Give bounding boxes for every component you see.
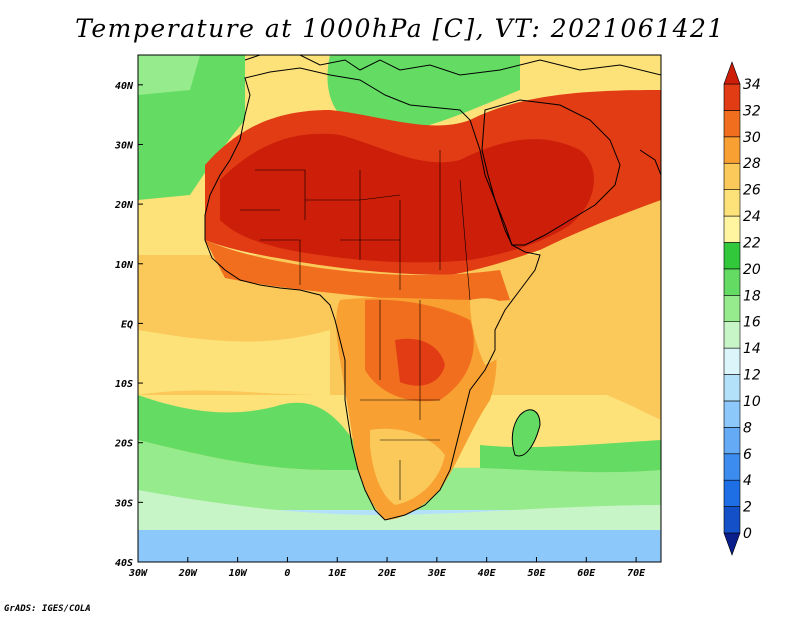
mediterranean-green — [327, 55, 520, 135]
colorbar-level-label: 22 — [743, 235, 761, 251]
lon-tick-label: 10E — [328, 568, 347, 579]
colorbar-swatch — [723, 321, 741, 349]
lon-tick-label: 20W — [178, 568, 198, 579]
lon-tick-label: 70E — [627, 568, 646, 579]
colorbar-level-label: 0 — [743, 526, 752, 542]
indian-ocean-warm-region — [540, 185, 661, 420]
madagascar-green — [512, 409, 540, 456]
lon-tick-label: 60E — [577, 568, 596, 579]
lat-tick-label: 20N — [114, 200, 134, 211]
colorbar-level-label: 20 — [743, 262, 761, 278]
gulf-guinea-pale-band — [138, 330, 330, 395]
southern-ocean-pale-band — [138, 490, 661, 530]
lon-tick-label: 40E — [478, 568, 497, 579]
colorbar-level-label: 18 — [743, 288, 761, 304]
colorbar-swatch — [723, 268, 741, 296]
latitude-axis: 40N 30N 20N 10N EQ 10S 20S 30S 40S — [114, 81, 143, 569]
lat-tick-label: EQ — [121, 319, 133, 330]
colorbar-swatch — [723, 400, 741, 428]
plot-frame — [137, 54, 662, 563]
lat-tick-label: 30S — [114, 498, 133, 509]
colorbar-swatch — [723, 189, 741, 217]
colorbar-level-label: 34 — [743, 77, 761, 93]
coastline-layer — [204, 55, 661, 521]
colorbar-swatch — [723, 374, 741, 402]
lat-tick-label: 10N — [115, 260, 134, 271]
lat-tick-label: 10S — [115, 379, 133, 390]
lat-tick-label: 40S — [115, 558, 133, 569]
africa-coastline — [204, 67, 541, 521]
colorbar-swatch — [723, 453, 741, 481]
arabian-peninsula-coastline — [481, 99, 621, 246]
lon-tick-label: 50E — [527, 568, 546, 579]
india-coast — [639, 149, 661, 176]
map-title: Temperature at 1000hPa [C], VT: 20210614… — [75, 14, 725, 43]
southern-africa-mild — [370, 428, 445, 505]
sahel-orange-band — [205, 240, 510, 303]
lon-tick-label: 30E — [427, 568, 447, 579]
southern-ocean-coldest-band — [138, 525, 661, 562]
canary-current-band — [138, 200, 205, 240]
madagascar-coast — [511, 409, 541, 457]
colorbar-swatch — [723, 61, 741, 85]
colorbar-level-label: 30 — [743, 130, 761, 146]
colorbar-level-label: 6 — [743, 447, 752, 463]
temperature-field — [138, 55, 661, 562]
colorbar-swatch — [723, 110, 741, 138]
colorbar-level-label: 12 — [743, 368, 761, 384]
colorbar-level-label: 28 — [743, 156, 761, 172]
colorbar-level-label: 14 — [743, 341, 761, 357]
country-borders — [240, 150, 471, 500]
colorbar-level-label: 8 — [743, 420, 752, 436]
colorbar-swatch — [723, 347, 741, 375]
north-atlantic-light-green — [138, 55, 200, 95]
sahara-hottest-core — [220, 133, 594, 263]
colorbar-swatch — [723, 215, 741, 243]
longitude-axis: 30W 20W 10W 0 10E 20E 30E 40E 50E 60E 70E — [128, 557, 646, 579]
colorbar-swatch — [723, 294, 741, 323]
colorbar-level-label: 26 — [743, 183, 761, 199]
colorbar-swatch — [723, 162, 741, 190]
colorbar-level-label: 32 — [743, 103, 761, 119]
colorbar-swatch — [723, 427, 741, 455]
colorbar-swatch — [723, 506, 741, 534]
lon-tick-label: 30W — [128, 568, 148, 579]
grads-credit: GrADS: IGES/COLA — [4, 604, 91, 614]
lon-tick-label: 20E — [377, 568, 397, 579]
lat-tick-label: 20S — [114, 439, 133, 450]
lon-tick-label: 0 — [284, 568, 290, 579]
lat-tick-label: 40N — [115, 81, 134, 92]
colorbar-swatch — [723, 242, 741, 270]
colorbar-swatch — [723, 136, 741, 164]
colorbar-swatch — [723, 83, 741, 111]
colorbar-swatch — [723, 479, 741, 507]
colorbar-swatch — [723, 532, 741, 556]
colorbar-level-label: 2 — [743, 500, 752, 516]
colorbar-level-label: 24 — [743, 209, 761, 225]
colorbar-level-label: 16 — [743, 315, 761, 331]
colorbar-level-label: 10 — [743, 394, 761, 410]
colorbar-level-label: 4 — [743, 473, 752, 489]
lat-tick-label: 30N — [114, 140, 134, 151]
lon-tick-label: 10W — [229, 568, 248, 579]
south-atlantic-green-patch — [138, 395, 380, 470]
europe-coast — [244, 55, 661, 76]
